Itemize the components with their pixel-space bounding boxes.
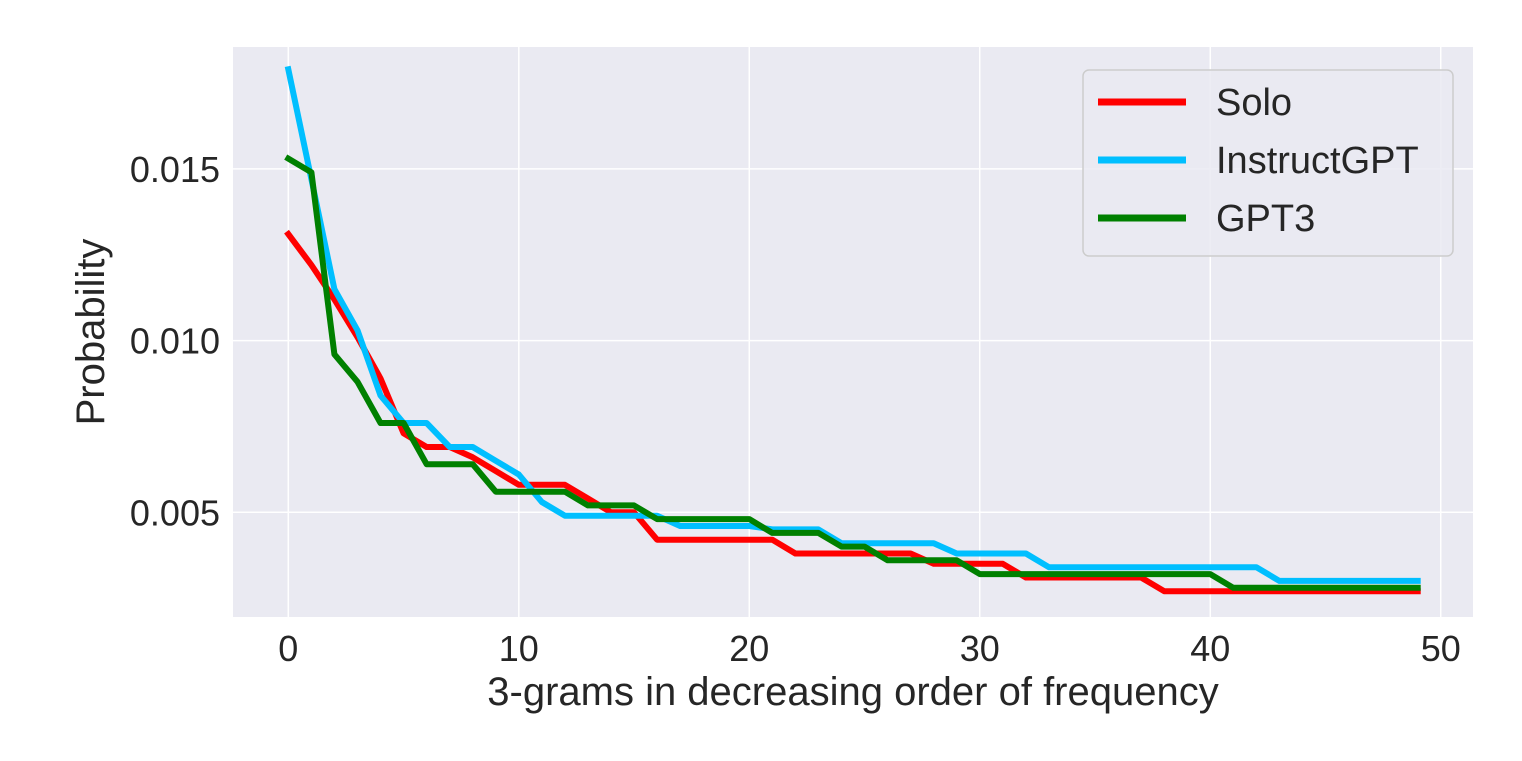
series-line-solo <box>284 229 1421 595</box>
x-tick-label: 20 <box>729 628 769 669</box>
x-tick-label: 0 <box>278 628 298 669</box>
x-axis-label: 3-grams in decreasing order of frequency <box>487 670 1218 714</box>
series-line-gpt3 <box>284 154 1421 591</box>
legend-label-solo: Solo <box>1216 82 1292 124</box>
x-tick-label: 30 <box>960 628 1000 669</box>
series-group <box>284 65 1421 595</box>
y-axis-label: Probability <box>69 239 113 426</box>
legend-label-gpt3: GPT3 <box>1216 198 1315 240</box>
legend-box <box>1082 69 1454 257</box>
x-axis-ticks: 0 10 20 30 40 50 <box>278 628 1460 669</box>
series-line-instructgpt <box>284 65 1421 584</box>
y-tick-label: 0.010 <box>130 321 220 362</box>
y-tick-label: 0.015 <box>130 149 220 190</box>
legend-label-instructgpt: InstructGPT <box>1216 140 1419 182</box>
y-axis-ticks: 0.005 0.010 0.015 <box>130 149 220 533</box>
x-tick-label: 50 <box>1421 628 1461 669</box>
legend: Solo InstructGPT GPT3 <box>1082 69 1454 257</box>
x-tick-label: 10 <box>499 628 539 669</box>
x-tick-label: 40 <box>1190 628 1230 669</box>
y-tick-label: 0.005 <box>130 492 220 533</box>
